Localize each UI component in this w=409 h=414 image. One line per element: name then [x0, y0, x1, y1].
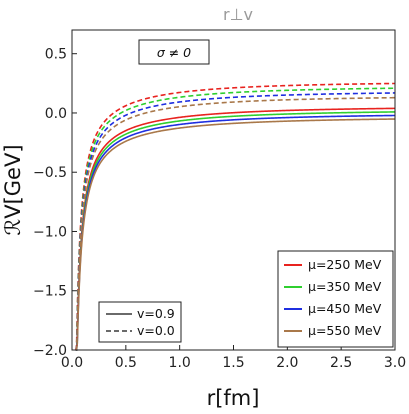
x-axis: 0.0 0.5 1.0 1.5 2.0 2.5 3.0	[61, 345, 406, 371]
y-tick-label-4: 0.0	[45, 106, 67, 122]
series-line-mu450-v0.9	[75, 114, 396, 351]
x-axis-title: r[fm]	[207, 386, 260, 410]
series-line-mu550-v0	[75, 96, 396, 351]
legend-mu-label-2: μ=450 MeV	[308, 301, 382, 316]
series-line-mu450-v0	[75, 92, 396, 351]
x-tick-label-0: 0.0	[61, 355, 83, 371]
series-line-mu250-v0.9	[75, 107, 395, 351]
series-line-mu350-v0	[75, 87, 396, 351]
series-line-mu250-v0	[74, 82, 396, 351]
annotation-text: σ ≠ 0	[157, 45, 191, 60]
y-tick-label-5: 0.5	[45, 47, 67, 63]
x-tick-label-1: 0.5	[115, 355, 137, 371]
legend-v: v=0.9 v=0.0	[98, 301, 182, 343]
legend-mu-label-0: μ=250 MeV	[308, 257, 382, 272]
series-line-mu550-v0.9	[75, 118, 396, 351]
legend-mu-label-3: μ=550 MeV	[308, 323, 382, 338]
y-axis-title: ℛV[GeV]	[1, 144, 25, 235]
chart-title: r⊥v	[223, 5, 253, 24]
legend-v-label-0: v=0.9	[137, 306, 175, 321]
x-tick-label-5: 2.5	[330, 355, 352, 371]
x-tick-label-4: 2.0	[276, 355, 298, 371]
legend-v-label-1: v=0.0	[137, 323, 175, 338]
y-tick-label-3: −0.5	[33, 165, 67, 181]
legend-mu-label-1: μ=350 MeV	[308, 279, 382, 294]
x-tick-label-3: 1.5	[222, 355, 244, 371]
x-tick-label-2: 1.0	[169, 355, 191, 371]
legend-mu: μ=250 MeV μ=350 MeV μ=450 MeV μ=550 MeV	[277, 250, 394, 348]
y-tick-label-2: −1.0	[33, 224, 67, 240]
y-tick-label-1: −1.5	[33, 284, 67, 300]
x-tick-label-6: 3.0	[384, 355, 406, 371]
annotation-box: σ ≠ 0	[138, 39, 210, 65]
y-tick-label-0: −2.0	[33, 343, 67, 359]
series-line-mu350-v0.9	[75, 111, 396, 351]
series-curves	[74, 82, 396, 351]
y-axis: −2.0 −1.5 −1.0 −0.5 0.0 0.5	[33, 47, 77, 359]
